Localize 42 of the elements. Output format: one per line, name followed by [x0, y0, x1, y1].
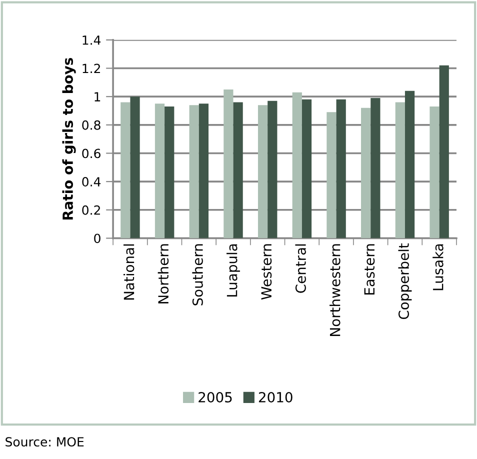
x-tick-label: Lusaka	[432, 244, 444, 290]
y-tick-label: 0.2	[82, 205, 100, 215]
bar	[258, 105, 268, 238]
bar	[233, 102, 243, 238]
bar	[120, 102, 130, 238]
y-tick-label: 1.4	[82, 36, 101, 45]
bar	[326, 112, 336, 238]
bar	[404, 90, 415, 238]
y-tick-label: 0	[94, 234, 100, 244]
y-axis-title: Ratio of girls to boys	[62, 58, 76, 220]
x-tick-label: Luapula	[226, 244, 240, 297]
bar	[370, 98, 380, 238]
y-tick-label: 1.2	[82, 64, 100, 74]
bar	[189, 105, 199, 238]
bar	[154, 104, 165, 238]
y-tick-label: 0.8	[82, 120, 100, 130]
bar	[224, 90, 234, 238]
legend-label: 2005	[198, 392, 232, 402]
x-tick-label: Northwestern	[330, 244, 340, 336]
bar	[302, 99, 312, 238]
x-tick-label: Copperbelt	[398, 243, 412, 320]
y-tick-label: 0.6	[82, 148, 100, 158]
bar	[292, 92, 302, 238]
bar	[198, 104, 209, 238]
x-tick-label: National	[124, 244, 134, 300]
x-tick-label: Central	[295, 244, 306, 293]
bar	[336, 99, 346, 238]
source-note: Source: MOE	[6, 437, 84, 447]
bar	[361, 108, 371, 238]
bar	[268, 100, 278, 238]
x-tick-label: Western	[261, 244, 272, 300]
bar	[430, 106, 440, 238]
x-tick-label: Eastern	[364, 244, 375, 294]
x-tick-label: Southern	[192, 244, 203, 306]
y-tick-label: 1	[94, 92, 100, 102]
legend-label: 2010	[258, 392, 292, 402]
x-tick-label: Northern	[158, 244, 169, 304]
bar	[395, 102, 405, 238]
bar	[130, 96, 140, 238]
bar	[164, 106, 174, 238]
y-tick-label: 0.4	[82, 177, 101, 186]
bar	[439, 65, 449, 238]
